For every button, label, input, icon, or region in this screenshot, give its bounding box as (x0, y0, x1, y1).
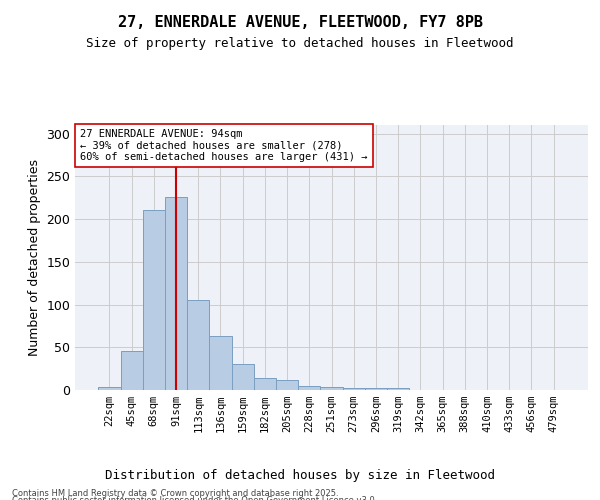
Text: Size of property relative to detached houses in Fleetwood: Size of property relative to detached ho… (86, 38, 514, 51)
Bar (98, 388, 121, 390)
Bar (298, 386, 320, 390)
Bar (165, 197, 187, 390)
Bar (209, 336, 232, 390)
Bar (320, 388, 343, 390)
Text: Distribution of detached houses by size in Fleetwood: Distribution of detached houses by size … (105, 470, 495, 482)
Bar (254, 378, 276, 390)
Text: 27 ENNERDALE AVENUE: 94sqm
← 39% of detached houses are smaller (278)
60% of sem: 27 ENNERDALE AVENUE: 94sqm ← 39% of deta… (80, 129, 368, 162)
Bar (365, 388, 387, 390)
Text: Contains public sector information licensed under the Open Government Licence v3: Contains public sector information licen… (12, 496, 377, 500)
Bar (387, 388, 409, 390)
Bar (121, 350, 143, 390)
Bar (187, 300, 209, 390)
Bar (143, 210, 165, 390)
Bar (232, 364, 254, 390)
Bar (343, 388, 365, 390)
Y-axis label: Number of detached properties: Number of detached properties (28, 159, 41, 356)
Text: 27, ENNERDALE AVENUE, FLEETWOOD, FY7 8PB: 27, ENNERDALE AVENUE, FLEETWOOD, FY7 8PB (118, 15, 482, 30)
Text: Contains HM Land Registry data © Crown copyright and database right 2025.: Contains HM Land Registry data © Crown c… (12, 489, 338, 498)
Bar (276, 380, 298, 390)
